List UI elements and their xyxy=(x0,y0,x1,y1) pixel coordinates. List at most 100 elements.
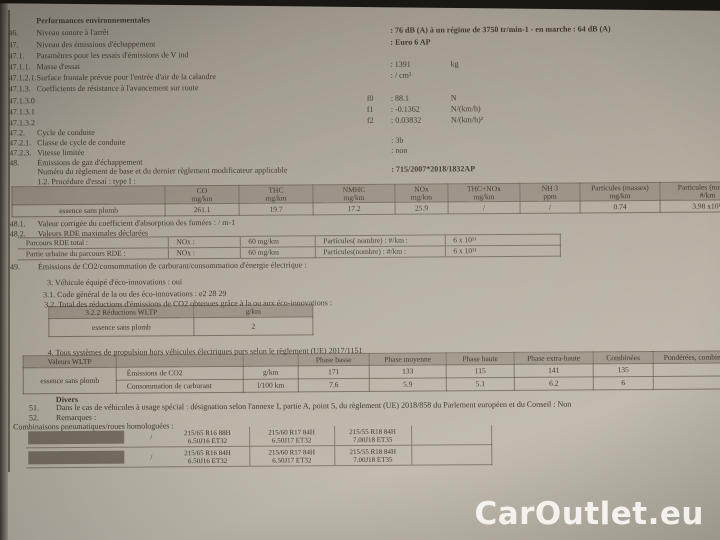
rde-particles-value: 6 x 10¹¹ xyxy=(444,245,560,257)
line-label: Masse d'essai xyxy=(36,61,81,72)
line-value: : 88.1 xyxy=(390,93,410,103)
line-label: Cycle de conduite xyxy=(37,127,95,138)
emissions-header-nh3: NH 3 ppm xyxy=(519,182,581,202)
part-count-value: 3.98 x10¹¹ xyxy=(660,199,720,213)
line-label: Niveau sonore à l'arrêt xyxy=(36,27,109,38)
tyre-wheel-combo-empty xyxy=(411,425,492,446)
rim-size: 6.50J16 ET32 xyxy=(187,436,228,445)
line-number: 47.2.3. xyxy=(9,148,32,158)
emissions-header-co: CO mg/km xyxy=(164,185,240,204)
line-number: 47.1.1. xyxy=(8,62,31,72)
tyres-separator: / xyxy=(136,446,167,468)
line-number: 48. xyxy=(9,158,20,168)
line-number: 47.1. xyxy=(8,51,25,61)
col-unit: mg/km xyxy=(191,193,213,203)
fuel-type-label: essence sans plomb xyxy=(23,367,117,394)
coefficient-label: f2 xyxy=(366,115,374,125)
reductions-data-row: essence sans plomb 2 xyxy=(48,316,313,337)
line-value: : non xyxy=(391,145,408,155)
tyre-wheel-combo-2: 215/60 R17 84H 6.50J17 ET32 xyxy=(249,426,335,447)
wltp-reductions-table: 3.2.2 Réductions WLTP g/km essence sans … xyxy=(48,304,313,337)
col-unit: ppm xyxy=(543,191,557,201)
line-number: 47.1.2.1. xyxy=(8,73,37,83)
fuel-extra-high: 6.2 xyxy=(514,376,594,391)
line-value: : 3b xyxy=(391,135,404,145)
emissions-header-thc-nox: THC+NOx mg/km xyxy=(447,183,521,202)
wltp-weighted-combined: Pondérées, combinées xyxy=(653,350,720,364)
line-value: : / cm² xyxy=(390,70,412,80)
wltp-param-unit: l/100 km xyxy=(243,378,299,393)
wltp-phase-mid: Phase moyenne xyxy=(369,352,447,366)
line-value: : -0.1362 xyxy=(390,104,420,114)
wltp-param-name: Émissions de CO2 xyxy=(116,366,244,381)
line-number: 47.1.3.2 xyxy=(8,118,35,128)
emissions-header-thc: THC mg/km xyxy=(238,184,314,204)
emissions-header-part-mass: Particules (masses) mg/km xyxy=(579,182,661,201)
emissions-table: CO mg/km THC mg/km NMHC mg/km NOx mg/km THC+… xyxy=(11,181,720,217)
fuel-mid: 5.9 xyxy=(369,377,447,392)
col-unit: mg/km xyxy=(265,193,287,203)
reductions-unit: g/km xyxy=(193,304,313,318)
line-label: Vitesse limitée xyxy=(37,147,85,158)
col-unit: #/km xyxy=(699,190,716,200)
wltp-header-blank2 xyxy=(243,353,299,367)
rim-size: 7.00J18 ET35 xyxy=(353,455,393,464)
tyres-row-label-redacted xyxy=(26,447,137,468)
line-number: 47.2. xyxy=(9,128,26,138)
line-number: 47.1.3.0 xyxy=(8,96,35,106)
line-label: Émissions de CO2/consommation de carbura… xyxy=(37,260,307,272)
rim-size: 7.00J18 ET35 xyxy=(353,435,393,444)
co2-combined: 135 xyxy=(593,363,654,377)
rim-size: 6.50J16 ET32 xyxy=(187,456,228,465)
watermark-logo: CarOutlet.eu xyxy=(474,496,704,532)
rde-pollutant: NOx : xyxy=(167,247,240,259)
redaction-block xyxy=(28,450,125,465)
line-number: 47.1.3. xyxy=(8,84,31,94)
reductions-title: 3.2.2 Réductions WLTP xyxy=(48,305,194,319)
line-unit: kg xyxy=(450,59,459,69)
col-unit: mg/km xyxy=(343,192,365,202)
fuel-combined: 6 xyxy=(593,376,654,390)
line-value: : 0.03832 xyxy=(390,115,422,125)
line-number: 51. xyxy=(28,403,39,413)
co2-weighted xyxy=(653,362,720,377)
emissions-header-part-count: Particules (nombre) #/km xyxy=(659,181,720,201)
tyre-wheel-combo-empty xyxy=(411,444,492,466)
tyre-wheel-combo-1: 215/65 R16 84H 6.50J16 ET32 xyxy=(166,446,250,467)
col-unit: mg/km xyxy=(609,190,631,200)
rde-limit: 60 mg/km xyxy=(239,246,315,259)
rde-particles-label: Particules( nombre) : #/km : xyxy=(314,234,445,247)
part-mass-value: 0.74 xyxy=(580,200,661,213)
co-value: 261.1 xyxy=(165,203,240,216)
line-label: Surface frontale prévue pour l'entrée d'… xyxy=(36,72,216,83)
line-label: Coefficients de résistance à l'avancemen… xyxy=(36,83,199,94)
line-label: Niveau des émissions d'échappement xyxy=(36,39,156,50)
line-label: Numéro du règlement de base et du dernie… xyxy=(37,165,288,177)
line-number: 47.2.1. xyxy=(9,138,32,148)
emissions-header-nmhc: NMHC mg/km xyxy=(312,184,396,203)
rde-particles-value: 6 x 10¹¹ xyxy=(444,234,560,246)
co2-extra-high: 141 xyxy=(514,363,594,378)
wltp-phase-extra-high: Phase extra-haute xyxy=(514,351,594,365)
line-label: Classe de cycle de conduite xyxy=(37,137,126,148)
line-label: Paramètres pour les essais d'émissions d… xyxy=(36,50,189,61)
eco-line-3-1: 3.1. Code général de la ou des éco-innov… xyxy=(43,288,227,300)
wltp-header-blank1 xyxy=(116,354,244,368)
tyre-wheel-combo-3: 215/55 R18 84H 7.00J18 ET35 xyxy=(334,445,412,466)
tyres-separator: / xyxy=(136,427,167,448)
line-value: : Euro 6 AP xyxy=(390,37,431,47)
emissions-header-nox: NOx mg/km xyxy=(394,183,449,203)
tyres-row-2: / 215/65 R16 84H 6.50J16 ET32 215/60 R17… xyxy=(26,444,492,468)
line-value: : 715/2007*2018/1832AP xyxy=(391,164,476,174)
line-unit: N xyxy=(450,93,457,103)
photo-left-shadow xyxy=(0,0,8,540)
rde-limit: 60 mg/km xyxy=(239,235,315,248)
wltp-corner: Valeurs WLTP xyxy=(23,355,117,368)
line-number: 49. xyxy=(9,262,21,272)
line-label: Valeur corrigée du coefficient d'absorpt… xyxy=(37,217,236,229)
rde-pollutant: NOx : xyxy=(167,236,240,248)
co2-low: 171 xyxy=(298,365,370,379)
line-value: : 1391 xyxy=(390,59,411,69)
wltp-combined: Combinées xyxy=(593,351,654,364)
